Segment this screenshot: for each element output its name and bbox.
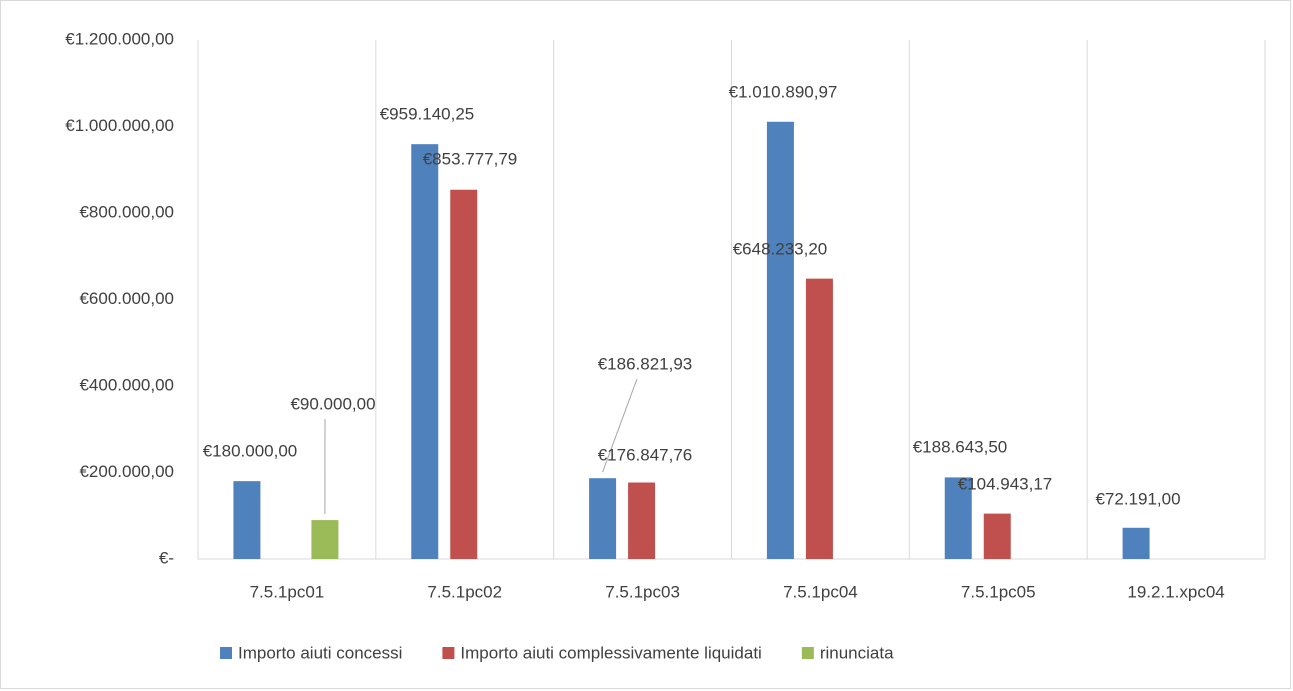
x-tick-label: 7.5.1pc04 [783, 582, 858, 601]
legend-swatch [442, 647, 455, 659]
y-tick-label: €1.200.000,00 [65, 29, 174, 48]
data-label: €188.643,50 [913, 437, 1008, 456]
y-tick-label: €800.000,00 [79, 202, 174, 221]
x-tick-label: 7.5.1pc05 [961, 582, 1036, 601]
legend-label: Importo aiuti concessi [238, 643, 402, 662]
bar [1122, 527, 1150, 559]
legend-label: Importo aiuti complessivamente liquidati [460, 643, 761, 662]
bar [311, 520, 339, 559]
y-tick-label: €- [159, 548, 174, 567]
y-tick-label: €1.000.000,00 [65, 116, 174, 135]
data-label: €72.191,00 [1095, 489, 1180, 508]
x-tick-label: 19.2.1.xpc04 [1127, 582, 1224, 601]
data-label: €180.000,00 [203, 441, 298, 460]
bar [411, 144, 439, 559]
bar [450, 189, 478, 560]
data-label: €648.233,20 [733, 239, 828, 258]
bar [805, 278, 833, 559]
y-tick-label: €200.000,00 [79, 462, 174, 481]
legend-label: rinunciata [820, 643, 894, 662]
y-tick-label: €600.000,00 [79, 289, 174, 308]
bar [589, 478, 617, 559]
bar [944, 477, 972, 559]
x-tick-label: 7.5.1pc01 [250, 582, 325, 601]
legend-swatch [220, 647, 232, 659]
data-label: €90.000,00 [290, 394, 375, 413]
bar [983, 513, 1011, 559]
data-label: €1.010.890,97 [729, 82, 838, 101]
y-tick-label: €400.000,00 [79, 375, 174, 394]
data-label: €176.847,76 [598, 445, 693, 464]
bar [628, 482, 656, 559]
legend-swatch [801, 647, 814, 659]
leader-line [602, 378, 638, 473]
data-label: €959.140,25 [380, 104, 475, 123]
x-tick-label: 7.5.1pc03 [605, 582, 680, 601]
x-tick-label: 7.5.1pc02 [427, 582, 502, 601]
data-label: €104.943,17 [958, 474, 1053, 493]
data-label: €186.821,93 [598, 354, 693, 373]
data-label: €853.777,79 [423, 149, 518, 168]
bar [233, 481, 261, 559]
bar [766, 121, 794, 559]
